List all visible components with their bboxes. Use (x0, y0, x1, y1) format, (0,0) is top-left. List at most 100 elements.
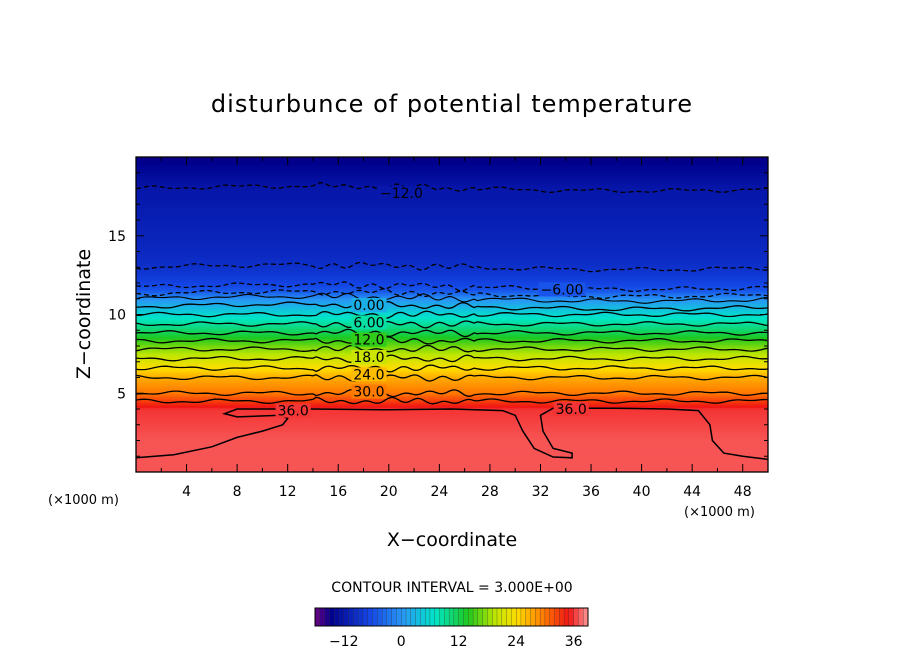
contour-line (136, 344, 768, 353)
contour-line (136, 281, 768, 292)
field-band (136, 195, 768, 199)
x-tick-label: 16 (329, 484, 347, 500)
field-band (136, 159, 768, 163)
field-band (136, 206, 768, 210)
colorbar-cell (568, 607, 575, 627)
field-band (136, 356, 768, 360)
colorbar-cell (501, 607, 508, 627)
colorbar-cell (520, 607, 527, 627)
contour-label-halo (351, 298, 387, 313)
field-band (136, 411, 768, 415)
colorbar-cell (573, 607, 579, 627)
field-band (136, 164, 768, 167)
x-tick-label: 40 (633, 484, 651, 500)
field-band (136, 252, 768, 256)
x-tick-label: 48 (734, 484, 752, 500)
colorbar-cell (362, 607, 369, 627)
field-band (136, 181, 768, 185)
contour-line (136, 320, 768, 329)
colorbar-cell (544, 607, 551, 627)
field-band (136, 284, 768, 287)
colorbar-cell (338, 607, 345, 627)
field-band (136, 180, 768, 183)
field-band (136, 421, 768, 424)
field-band (136, 216, 768, 219)
field-band (136, 288, 768, 292)
field-band (136, 342, 768, 345)
field-band (136, 221, 768, 224)
field-band (136, 194, 768, 197)
field-band (136, 279, 768, 282)
colorbar-ticks: −12 0 12 24 36 (329, 634, 583, 650)
colorbar-cell (324, 607, 330, 627)
field-band (136, 452, 768, 456)
field-band (136, 200, 768, 204)
colorbar-cell (549, 607, 555, 627)
field-band (136, 203, 768, 207)
field-band (136, 417, 768, 421)
contour-line (136, 407, 768, 461)
field-band (136, 427, 768, 430)
field-band (136, 239, 768, 243)
field-band (136, 350, 768, 353)
field-band (136, 158, 768, 161)
field-band (136, 337, 768, 341)
x-tick-label: 8 (233, 484, 242, 500)
field-band (136, 211, 768, 215)
field-band (136, 430, 768, 434)
contour-label-halo (275, 403, 311, 418)
colorbar-cell (511, 607, 517, 627)
field-band (136, 433, 768, 437)
field-band (136, 299, 768, 303)
field-band (136, 323, 768, 327)
colorbar-tick-label: 24 (507, 634, 525, 650)
field-band (136, 184, 768, 188)
field-band (136, 353, 768, 356)
contour-line (136, 364, 768, 373)
field-band (136, 432, 768, 435)
colorbar-cell (554, 607, 560, 627)
contour-line (136, 261, 768, 273)
field-band (136, 280, 768, 284)
field-band (136, 276, 768, 279)
colorbar-tick-label: 0 (397, 634, 406, 650)
colorbar-cell (429, 607, 436, 627)
colorbar-cell (525, 607, 531, 627)
field-band (136, 208, 768, 212)
colorbar-cell (496, 607, 503, 627)
field-band (136, 347, 768, 350)
x-axis-label: X−coordinate (387, 529, 517, 551)
field-band (136, 241, 768, 245)
colorbar-cell (563, 607, 570, 627)
field-band (136, 189, 768, 193)
colorbar-cell (530, 607, 536, 627)
colorbar-cells (314, 607, 589, 627)
x-tick-label: 36 (582, 484, 600, 500)
contour-label-halo (351, 367, 387, 382)
field-band (136, 277, 768, 281)
field-band (136, 307, 768, 311)
colorbar-cell (410, 607, 417, 627)
field-band (136, 455, 768, 459)
field-band (136, 233, 768, 237)
field-band (136, 214, 768, 218)
field-band (136, 384, 768, 388)
colorbar-cell (448, 607, 455, 627)
field-band (136, 462, 768, 465)
contour-label: −6.00 (541, 282, 584, 298)
colorbar-cell (559, 607, 565, 627)
contour-label-halo (377, 186, 425, 201)
colorbar-cell (420, 607, 426, 627)
x-tick-label: 24 (430, 484, 448, 500)
field-band (136, 287, 768, 290)
colorbar-frame (314, 607, 589, 627)
field-band (136, 365, 768, 369)
field-band (136, 258, 768, 262)
colorbar-cell (348, 607, 354, 627)
field-band (136, 273, 768, 276)
contour-label: 36.0 (556, 402, 587, 418)
field-band (136, 443, 768, 446)
field-band (136, 263, 768, 267)
colorbar-cell (468, 607, 474, 627)
colorbar-cell (578, 607, 584, 627)
